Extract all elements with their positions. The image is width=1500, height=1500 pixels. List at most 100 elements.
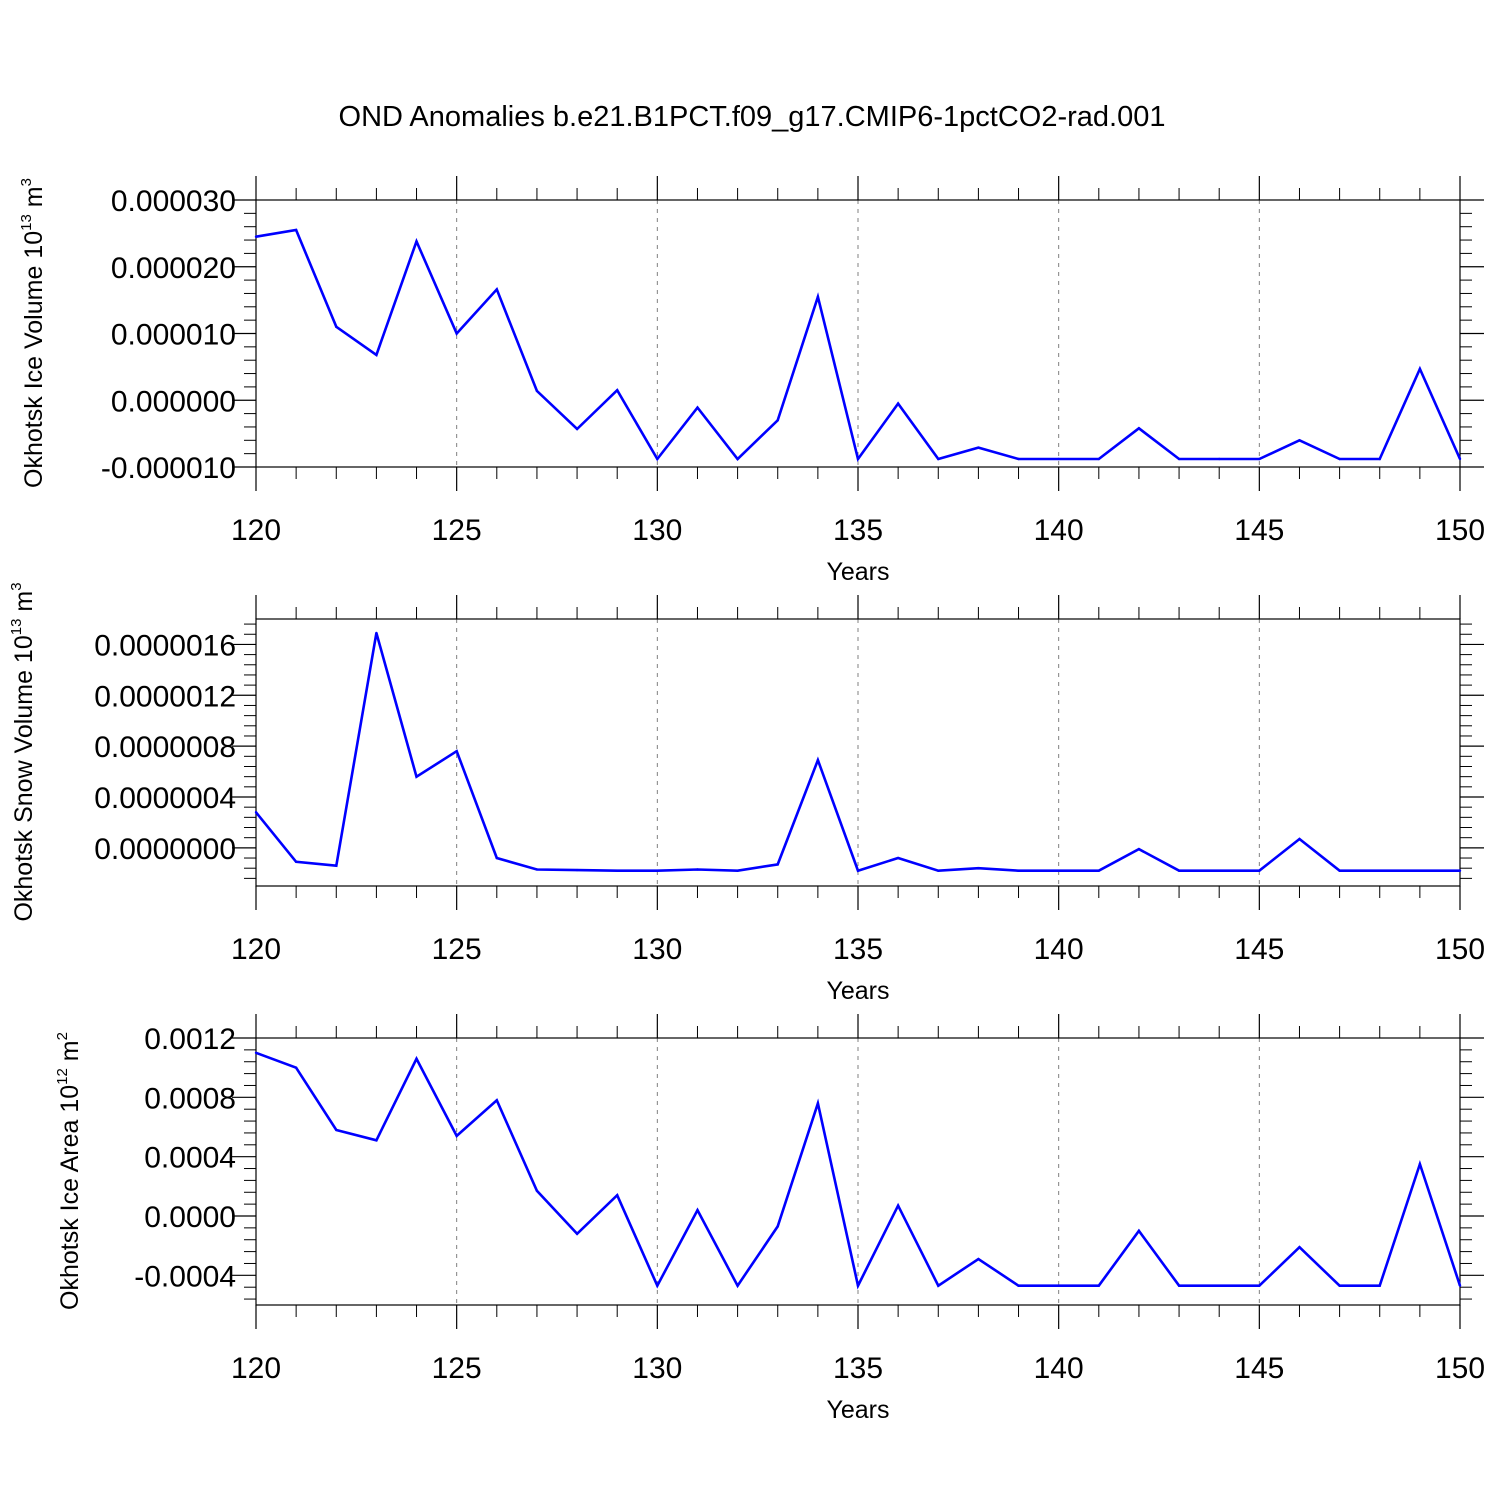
data-point (1418, 367, 1422, 371)
data-point (335, 325, 338, 329)
data-point (375, 1139, 378, 1142)
data-point (415, 775, 418, 778)
data-point (776, 863, 779, 866)
x-tick-label: 130 (632, 514, 682, 547)
data-point (937, 869, 940, 872)
data-point (736, 1284, 739, 1287)
chart-title: OND Anomalies b.e21.B1PCT.f09_g17.CMIP6-… (339, 101, 1166, 133)
data-point (1378, 869, 1381, 872)
y-tick-label: 0.0000008 (94, 731, 236, 764)
data-point (415, 1057, 418, 1060)
data-point (1177, 1284, 1181, 1287)
x-tick-label: 125 (432, 514, 482, 547)
y-axis-label-part: Okhotsk Ice Area 10 (56, 1085, 84, 1310)
data-point (896, 856, 900, 860)
data-point (696, 868, 699, 871)
y-tick-label: 0.0000012 (94, 680, 236, 713)
y-axis-label-superscript: 13 (8, 619, 25, 636)
y-axis-label-superscript: 13 (18, 214, 35, 231)
data-point (335, 864, 338, 867)
y-axis-label-part: Okhotsk Snow Volume 10 (10, 635, 38, 921)
data-point (294, 228, 298, 232)
y-axis-label-part: m (56, 1040, 84, 1068)
data-point (977, 867, 980, 870)
data-point (1017, 1284, 1020, 1287)
panel-1: 120 125 130 135 140 145 150 -0.000010 0.000000 0.… (18, 176, 1485, 586)
data-point (294, 1066, 298, 1069)
data-point (1458, 1284, 1462, 1287)
data-point (1338, 1284, 1341, 1287)
x-tick-label: 150 (1435, 1352, 1485, 1385)
data-point (375, 353, 378, 357)
y-axis-label-superscript: 12 (54, 1068, 71, 1085)
data-point (736, 457, 739, 461)
data-point (1298, 1245, 1301, 1249)
data-point (856, 457, 860, 461)
data-point (455, 750, 458, 753)
data-point (1097, 457, 1101, 461)
panel-3: 120 125 130 135 140 145 150 -0.0004 0.0000 0.0004… (54, 1014, 1485, 1424)
x-tick-label: 125 (432, 1352, 482, 1385)
data-point (1378, 1284, 1381, 1287)
x-tick-label: 140 (1034, 933, 1084, 966)
data-point (375, 631, 378, 635)
data-point (455, 1134, 458, 1138)
data-point (816, 1102, 820, 1105)
y-axis-label: Okhotsk Snow Volume 1013 m3 (8, 582, 38, 921)
y-tick-label: 0.0008 (144, 1082, 236, 1115)
x-tick-label: 145 (1234, 514, 1284, 547)
data-point (736, 869, 739, 872)
data-point (616, 1194, 619, 1197)
x-tick-label: 135 (833, 1352, 883, 1385)
y-tick-label: 0.0004 (144, 1142, 236, 1175)
y-tick-label: 0.0012 (144, 1023, 236, 1056)
x-tick-label: 140 (1034, 514, 1084, 547)
data-point (977, 446, 980, 449)
y-axis-label: Okhotsk Ice Area 1012 m2 (54, 1032, 84, 1310)
y-axis-label-superscript: 3 (18, 178, 35, 186)
y-tick-label: 0.000000 (111, 385, 236, 418)
x-tick-label: 120 (231, 1352, 281, 1385)
y-axis-label-part: Okhotsk Ice Volume 10 (20, 231, 48, 488)
x-tick-label: 145 (1234, 933, 1284, 966)
y-tick-label: 0.000020 (111, 252, 236, 285)
y-axis-label-part: m (10, 591, 38, 619)
y-axis-label-part: m (20, 186, 48, 214)
data-point (856, 869, 860, 872)
data-point (816, 758, 820, 762)
chart-panels: 120 125 130 135 140 145 150 -0.000010 0.000000 0.… (8, 176, 1485, 1424)
data-point (1258, 1284, 1261, 1287)
data-point (656, 457, 659, 461)
y-tick-label: 0.0000000 (94, 833, 236, 866)
y-tick-label: 0.0000016 (94, 629, 236, 662)
data-point (535, 868, 539, 871)
x-axis-label: Years (826, 977, 889, 1005)
x-tick-label: 150 (1435, 933, 1485, 966)
y-axis-label: Okhotsk Ice Volume 1013 m3 (18, 178, 48, 488)
data-point (1097, 869, 1101, 872)
data-point (656, 869, 659, 872)
data-point (1418, 1162, 1422, 1166)
data-point (1137, 1229, 1141, 1233)
data-point (856, 1284, 860, 1287)
data-point (1258, 457, 1261, 461)
data-point (616, 389, 619, 392)
y-axis-label-superscript: 3 (8, 582, 25, 590)
data-point (1017, 869, 1020, 872)
data-point (1057, 869, 1060, 872)
y-tick-label: 0.0000 (144, 1201, 236, 1234)
data-point (1338, 457, 1341, 461)
data-point (1258, 869, 1261, 872)
y-axis-label-superscript: 2 (54, 1032, 71, 1040)
data-point (1298, 837, 1301, 841)
data-point (816, 295, 820, 298)
data-point (896, 1204, 900, 1207)
x-tick-label: 145 (1234, 1352, 1284, 1385)
data-point (1137, 427, 1141, 430)
data-point (495, 288, 498, 291)
y-tick-label: 0.000030 (111, 185, 236, 218)
y-tick-label: 0.0000004 (94, 782, 236, 815)
data-point (1017, 457, 1020, 461)
data-point (977, 1257, 980, 1261)
